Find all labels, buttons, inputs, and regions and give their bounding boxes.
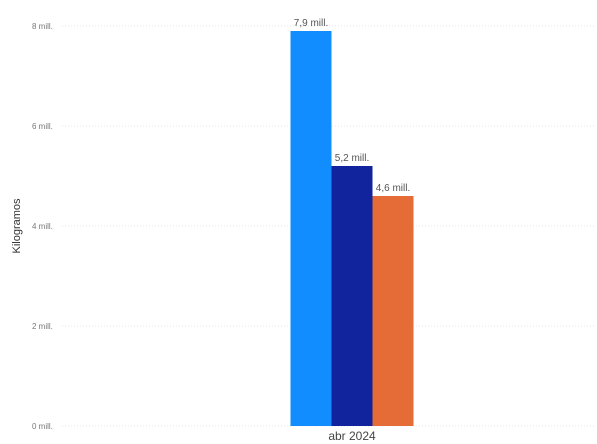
bar[interactable] <box>331 166 373 426</box>
x-category-label: abr 2024 <box>328 429 376 443</box>
y-tick-label: 4 mill. <box>32 222 53 231</box>
y-tick-label: 8 mill. <box>32 22 53 31</box>
y-tick-label: 2 mill. <box>32 322 53 331</box>
data-labels: 7,9 mill. 5,2 mill. 4,6 mill. <box>294 18 410 194</box>
y-tick-label: 6 mill. <box>32 122 53 131</box>
bar-data-label: 7,9 mill. <box>294 18 328 29</box>
grid-layer <box>62 25 595 427</box>
bars <box>290 31 414 426</box>
bar[interactable] <box>372 196 414 426</box>
bar-data-label: 4,6 mill. <box>376 183 410 194</box>
bar[interactable] <box>290 31 332 426</box>
y-axis-title: Kilogramos <box>11 198 23 254</box>
y-axis-ticks: 0 mill. 2 mill. 4 mill. 6 mill. 8 mill. <box>32 22 53 431</box>
y-tick-label: 0 mill. <box>32 422 53 431</box>
bar-data-label: 5,2 mill. <box>335 153 369 164</box>
